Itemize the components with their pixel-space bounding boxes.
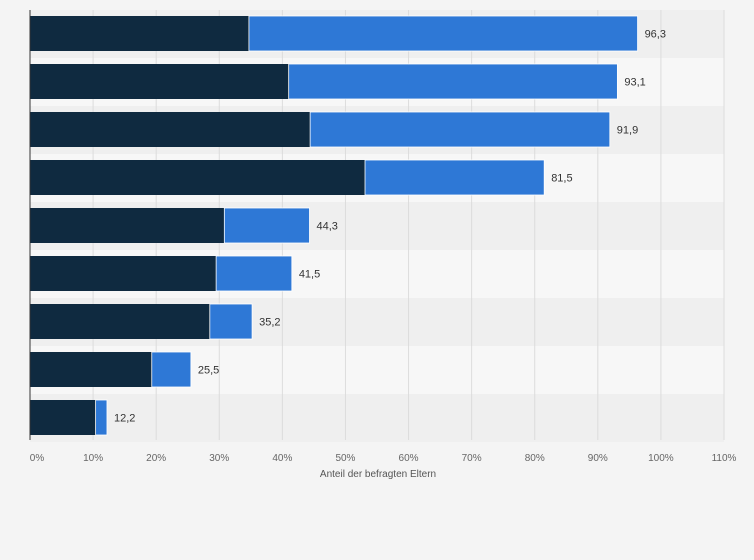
x-tick-label: 40% [272,453,292,464]
bar-segment-blue [209,303,253,340]
bar-segment-dark [30,400,96,435]
x-tick-label: 10% [83,453,103,464]
bar-segment-dark [30,160,366,195]
x-tick-label: 30% [209,453,229,464]
bar-total-label: 81,5 [551,173,572,185]
bar-segment-blue [364,159,545,196]
x-tick-label: 80% [525,453,545,464]
bar-total-label: 93,1 [624,77,645,89]
x-tick-label: 110% [712,453,737,464]
bar-segment-dark [30,16,249,51]
x-tick-label: 70% [462,453,482,464]
bar-segment-dark [30,64,289,99]
bar-segment-blue [309,111,611,148]
bars [30,15,638,436]
x-tick-label: 100% [648,453,674,464]
data-labels: 96,3 93,1 91,9 81,5 44,3 41,5 35,2 25,5 12,2 [114,29,666,425]
bar-total-label: 41,5 [299,269,320,281]
x-tick-label: 50% [335,453,355,464]
x-tick-labels: 0% 10% 20% 30% 40% 50% 60% 70% 80% 90% 100% 110% [30,453,737,464]
bar-segment-blue [223,207,310,244]
bar-segment-dark [30,208,225,243]
bar-segment-dark [30,304,210,339]
x-axis-title: Anteil der befragten Eltern [320,469,436,480]
bar-segment-dark [30,112,311,147]
bar-total-label: 91,9 [617,125,638,137]
bar-segment-blue [248,15,638,52]
bar-segment-blue [288,63,618,100]
bar-total-label: 44,3 [316,221,337,233]
bar-segment-blue [95,399,108,436]
bar-segment-blue [151,351,192,388]
bar-total-label: 35,2 [259,317,280,329]
bar-total-label: 12,2 [114,413,135,425]
x-tick-label: 20% [146,453,166,464]
bar-segment-dark [30,352,152,387]
x-tick-label: 0% [30,453,45,464]
bar-segment-blue [215,255,293,292]
x-tick-label: 60% [399,453,419,464]
bar-total-label: 96,3 [645,29,666,41]
bar-segment-dark [30,256,217,291]
x-tick-label: 90% [588,453,608,464]
bar-total-label: 25,5 [198,365,219,377]
row-band [30,394,724,442]
